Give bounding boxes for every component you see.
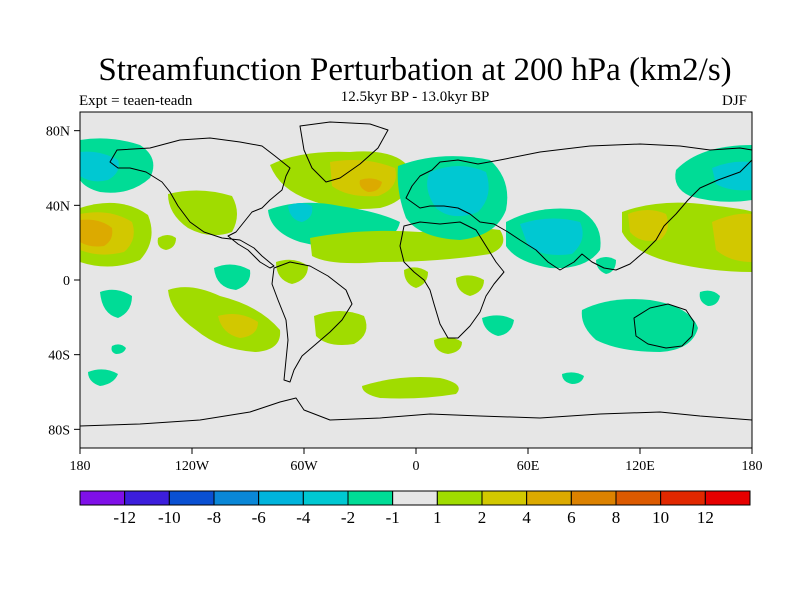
- lat-label: 80S: [48, 423, 70, 438]
- contour-wnamerica-pos: [168, 190, 237, 236]
- lon-label: 180: [70, 459, 91, 474]
- contour-small-pos-1: [157, 235, 176, 250]
- colorbar-label: 1: [433, 508, 442, 527]
- colorbar-swatch: [258, 490, 304, 506]
- contour-satlantic-pos: [314, 311, 367, 345]
- lon-label: 0: [413, 459, 420, 474]
- lon-label: 120E: [625, 459, 655, 474]
- colorbar-swatch: [436, 490, 483, 506]
- plot-title: Streamfunction Perturbation at 200 hPa (…: [98, 52, 732, 88]
- contour-sindian-neg: [482, 315, 514, 336]
- contour-satlantic-pos-2: [434, 337, 462, 354]
- time-period-label: 12.5kyr BP - 13.0kyr BP: [340, 89, 490, 105]
- contour-north-pacific-east-core: [712, 161, 752, 191]
- coast-antarctica: [80, 397, 752, 427]
- colorbar-label: -12: [113, 508, 136, 527]
- colorbar-label: 6: [567, 508, 576, 527]
- contour-watlantic-neg-4: [288, 203, 313, 222]
- contour-fills: [80, 138, 752, 399]
- contour-west-pacific-pos-4: [628, 210, 668, 241]
- contour-africa-pos-2: [456, 275, 484, 296]
- contour-sepacific-pos-4: [218, 314, 258, 338]
- contour-australia-neg-b: [699, 290, 720, 306]
- colorbar-swatch: [526, 490, 572, 506]
- coast-eurasia: [405, 143, 752, 271]
- colorbar: -12 -10 -8 -6 -4 -2 -1 1 2 4 6 8 10 12: [79, 490, 751, 527]
- lat-label: 0: [63, 274, 70, 289]
- colorbar-label: -6: [252, 508, 266, 527]
- colorbar-swatch: [79, 490, 126, 506]
- contour-west-pacific-pos-4b: [712, 213, 752, 262]
- colorbar-swatch: [302, 490, 349, 506]
- contour-sasia-neg-4: [520, 218, 583, 255]
- colorbar-label: 4: [522, 508, 531, 527]
- lat-label: 40N: [46, 199, 70, 214]
- colorbar-swatch: [481, 490, 528, 506]
- colorbar-swatch: [704, 490, 751, 506]
- coast-australia: [633, 303, 695, 349]
- lat-label: 40S: [48, 349, 70, 364]
- contour-sw-pacific-neg: [88, 369, 118, 386]
- contour-s-indian-neg-2: [562, 372, 584, 384]
- colorbar-swatch: [213, 490, 260, 506]
- colorbar-label: 2: [478, 508, 487, 527]
- colorbar-swatch: [392, 490, 438, 506]
- contour-europe-neg-4: [427, 166, 489, 217]
- contour-indian-neg: [596, 257, 616, 274]
- coastlines: [80, 121, 752, 427]
- colorbar-label: 12: [697, 508, 714, 527]
- contour-natlantic-pos-6: [359, 178, 382, 192]
- contour-central-pacific-pos-6: [80, 219, 113, 247]
- colorbar-label: -4: [296, 508, 311, 527]
- contour-east-pacific-neg: [214, 264, 251, 290]
- season-label: DJF: [722, 93, 748, 109]
- contour-small-pos-2: [276, 259, 308, 284]
- colorbar-label: 10: [652, 508, 669, 527]
- longitude-axis: 180 120W 60W 0 60E 120E 180: [70, 448, 763, 474]
- contour-africa-pos-1: [404, 267, 428, 288]
- coast-south-america: [271, 261, 353, 383]
- contour-australia-neg: [581, 299, 698, 352]
- lon-label: 60E: [517, 459, 540, 474]
- contour-north-pacific-neg-core: [80, 151, 119, 182]
- contour-souther-ocean-pos: [362, 377, 459, 399]
- colorbar-label: -2: [341, 508, 355, 527]
- contour-south-pacific-neg: [100, 289, 132, 318]
- colorbar-swatch: [570, 490, 617, 506]
- lon-label: 180: [742, 459, 763, 474]
- colorbar-swatch: [660, 490, 706, 506]
- lon-label: 60W: [290, 459, 318, 474]
- colorbar-swatch: [347, 490, 394, 506]
- colorbar-swatch: [168, 490, 215, 506]
- colorbar-swatch: [615, 490, 662, 506]
- colorbar-label: -10: [158, 508, 181, 527]
- colorbar-label: -1: [386, 508, 400, 527]
- coast-africa: [399, 221, 505, 339]
- latitude-axis: 80N 40N 0 40S 80S: [46, 125, 80, 438]
- lon-label: 120W: [175, 459, 210, 474]
- lat-label: 80N: [46, 125, 70, 140]
- contour-sw-pacific-neg-2: [111, 344, 126, 354]
- coast-greenland: [299, 121, 389, 183]
- colorbar-swatch: [124, 490, 170, 506]
- coast-north-america: [109, 137, 291, 269]
- experiment-label: Expt = teaen-teadn: [79, 93, 193, 109]
- colorbar-label: -8: [207, 508, 221, 527]
- colorbar-label: 8: [612, 508, 621, 527]
